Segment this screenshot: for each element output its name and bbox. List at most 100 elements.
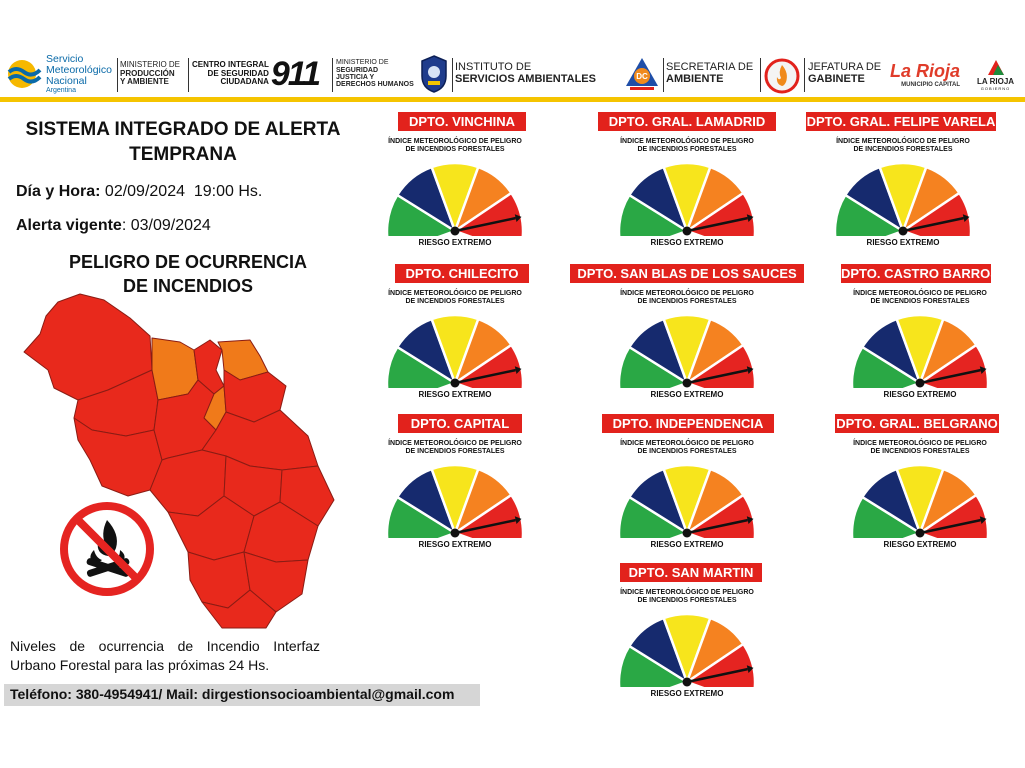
- risk-level-label: RIESGO EXTREMO: [866, 238, 940, 247]
- gauge-hub: [682, 378, 692, 388]
- map-title: PELIGRO DE OCURRENCIA DE INCENDIOS: [0, 251, 376, 299]
- divider: [188, 58, 189, 92]
- gauge-sector-extreme: [684, 493, 757, 538]
- produccion-line1: MINISTERIO DE: [120, 60, 181, 70]
- gauge-hub: [682, 677, 692, 687]
- fire-danger-gauge: [833, 161, 973, 236]
- department-label: DPTO. SAN BLAS DE LOS SAUCES: [570, 264, 804, 283]
- alert-value: : 03/09/2024: [121, 217, 211, 234]
- produccion-line2: PRODUCCIÓN: [120, 68, 175, 78]
- index-caption: ÍNDICE METEOROLÓGICO DE PELIGRO DE INCEND…: [388, 138, 522, 154]
- gauge-sector-extreme: [684, 642, 757, 687]
- map-title-line2: DE INCENDIOS: [122, 275, 254, 296]
- risk-level-label: RIESGO EXTREMO: [883, 390, 957, 399]
- gauge-panel: DPTO. GRAL. FELIPE VARELA ÍNDICE METEOROL…: [806, 112, 996, 252]
- seg-line4: DERECHOS HUMANOS: [336, 81, 414, 89]
- index-caption: ÍNDICE METEOROLÓGICO DE PELIGRO DE INCEND…: [388, 290, 522, 306]
- risk-level-label: RIESGO EXTREMO: [418, 238, 492, 247]
- gauge-hub: [682, 226, 692, 236]
- fire-danger-gauge: [850, 313, 990, 388]
- map-title-line1: PELIGRO DE OCURRENCIA: [68, 252, 308, 272]
- sam-line2: AMBIENTE: [666, 73, 724, 85]
- gauge-hub: [450, 226, 460, 236]
- c911-line3: CIUDADANA: [220, 77, 269, 87]
- divider: [117, 58, 118, 92]
- gauge-needle: [919, 368, 981, 385]
- map-legend-text: Niveles de ocurrencia de Incendio Interf…: [10, 638, 320, 673]
- gauge-hub: [450, 528, 460, 538]
- gauge-needle-head: [514, 516, 522, 524]
- lr-sub: MUNICIPIO CAPITAL: [901, 81, 961, 88]
- index-caption: ÍNDICE METEOROLÓGICO DE PELIGRO DE INCEND…: [620, 440, 754, 456]
- department-label: DPTO. GRAL. BELGRANO: [835, 414, 999, 433]
- seg-line2: SEGURIDAD: [336, 66, 379, 74]
- risk-level-label: RIESGO EXTREMO: [650, 540, 724, 549]
- logo-produccion: MINISTERIO DE PRODUCCIÓN Y AMBIENTE: [120, 52, 180, 96]
- defensa-civil-icon: DC: [626, 58, 658, 90]
- header-stripe: [0, 97, 1025, 102]
- index-caption: ÍNDICE METEOROLÓGICO DE PELIGRO DE INCEND…: [853, 440, 987, 456]
- logo-larioja-capital: La Rioja MUNICIPIO CAPITAL: [890, 52, 960, 96]
- department-label: DPTO. CAPITAL: [398, 414, 522, 433]
- logo-jefatura: JEFATURA DE GABINETE: [808, 52, 881, 96]
- gauge-sector-extreme: [452, 493, 525, 538]
- department-label: DPTO. VINCHINA: [398, 112, 526, 131]
- jg-line1: JEFATURA DE: [808, 61, 882, 74]
- department-label: DPTO. CASTRO BARROS: [841, 264, 999, 283]
- gauge-panel: DPTO. CAPITAL ÍNDICE METEOROLÓGICO DE PEL…: [380, 414, 530, 554]
- department-label: DPTO. SAN MARTIN: [620, 563, 762, 582]
- sam-line1: SECRETARIA DE: [666, 61, 754, 74]
- index-caption: ÍNDICE METEOROLÓGICO DE PELIGRO DE INCEND…: [620, 138, 754, 154]
- isa-line2: SERVICIOS AMBIENTALES: [455, 73, 596, 85]
- index-caption: ÍNDICE METEOROLÓGICO DE PELIGRO DE INCEND…: [836, 138, 970, 154]
- divider: [663, 58, 664, 92]
- gauge-needle: [454, 368, 516, 385]
- gauge-panel: DPTO. GRAL. BELGRANO ÍNDICE METEOROLÓGICO…: [835, 414, 999, 554]
- title-line1: SISTEMA INTEGRADO DE ALERTA: [25, 119, 341, 140]
- gauge-panel: DPTO. SAN BLAS DE LOS SAUCES ÍNDICE METEO…: [570, 264, 804, 404]
- header-logos: Servicio Meteorológico Nacional Argentin…: [0, 52, 1025, 100]
- gauge-hub: [898, 226, 908, 236]
- province-map: [23, 293, 335, 629]
- logo-smn: Servicio Meteorológico Nacional Argentin…: [6, 52, 112, 96]
- gauge-sector-extreme: [684, 191, 757, 236]
- jg-line2: GABINETE: [808, 73, 865, 85]
- seg-line1: MINISTERIO DE: [336, 59, 389, 67]
- department-label: DPTO. GRAL. LAMADRID: [598, 112, 776, 131]
- index-caption: ÍNDICE METEOROLÓGICO DE PELIGRO DE INCEND…: [853, 290, 987, 306]
- svg-text:DC: DC: [636, 72, 648, 81]
- map-region-rosario-vera-penaloza: [279, 465, 335, 527]
- divider: [452, 58, 453, 92]
- gauge-needle: [454, 518, 516, 535]
- gauge-needle-head: [979, 366, 987, 374]
- gauge-hub: [450, 378, 460, 388]
- logo-larioja-gobierno: LA RIOJA GOBIERNO: [977, 52, 1014, 96]
- gauge-hub: [915, 378, 925, 388]
- fire-danger-gauge: [850, 463, 990, 538]
- fire-danger-gauge: [385, 463, 525, 538]
- map-region-sur: [201, 589, 277, 629]
- gauge-needle: [686, 518, 748, 535]
- smn-line3: Nacional: [46, 74, 87, 87]
- gauge-needle-head: [746, 665, 754, 673]
- risk-level-label: RIESGO EXTREMO: [650, 390, 724, 399]
- gauge-panel: DPTO. CASTRO BARROS ÍNDICE METEOROLÓGICO …: [841, 264, 999, 404]
- department-label: DPTO. CHILECITO: [395, 264, 529, 283]
- contact-bar: Teléfono: 380-4954941/ Mail: dirgestions…: [4, 684, 480, 706]
- fire-danger-gauge: [617, 463, 757, 538]
- gauge-sector-extreme: [452, 191, 525, 236]
- gauge-needle: [919, 518, 981, 535]
- fire-brigade-icon: [764, 58, 800, 94]
- datetime: Día y Hora: 02/09/2024 19:00 Hs.: [16, 183, 262, 201]
- larioja-mountain-icon: [987, 60, 1004, 75]
- risk-level-label: RIESGO EXTREMO: [650, 689, 724, 698]
- department-label: DPTO. INDEPENDENCIA: [602, 414, 774, 433]
- department-label: DPTO. GRAL. FELIPE VARELA: [806, 112, 996, 131]
- lr-brand: La Rioja: [890, 60, 961, 81]
- gauge-needle: [454, 216, 516, 233]
- index-caption: ÍNDICE METEOROLÓGICO DE PELIGRO DE INCEND…: [388, 440, 522, 456]
- no-fire-sign: [60, 502, 154, 596]
- divider: [760, 58, 761, 92]
- gauge-needle: [686, 216, 748, 233]
- c911-number: 911: [270, 54, 321, 93]
